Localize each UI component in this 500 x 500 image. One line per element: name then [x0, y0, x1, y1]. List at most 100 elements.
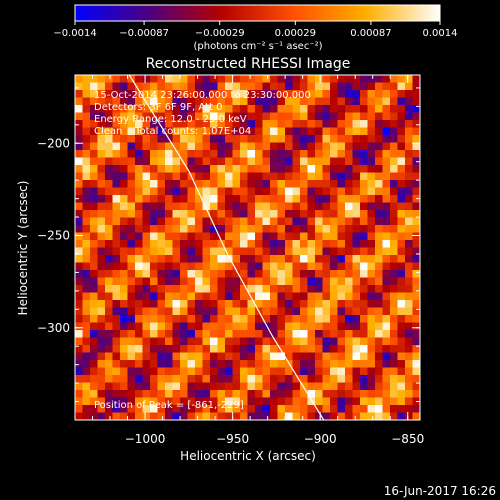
- heatmap-cell: [165, 75, 173, 83]
- heatmap-cell: [270, 180, 278, 188]
- heatmap-cell: [262, 375, 271, 383]
- heatmap-cell: [345, 157, 353, 166]
- heatmap-cell: [120, 75, 128, 83]
- heatmap-cell: [382, 75, 391, 83]
- heatmap-cell: [127, 352, 136, 361]
- heatmap-cell: [157, 315, 166, 323]
- heatmap-cell: [292, 202, 301, 211]
- heatmap-cell: [345, 82, 353, 91]
- heatmap-cell: [315, 90, 323, 98]
- heatmap-cell: [120, 232, 128, 241]
- heatmap-cell: [202, 112, 211, 121]
- heatmap-cell: [210, 352, 218, 361]
- heatmap-cell: [112, 82, 121, 91]
- heatmap-cell: [412, 360, 420, 368]
- heatmap-cell: [255, 405, 263, 413]
- heatmap-cell: [307, 225, 316, 233]
- heatmap-cell: [135, 150, 143, 158]
- heatmap-cell: [105, 180, 113, 188]
- heatmap-cell: [105, 82, 113, 91]
- heatmap-cell: [397, 390, 406, 398]
- heatmap-cell: [82, 165, 91, 173]
- heatmap-cell: [105, 262, 113, 271]
- heatmap-cell: [202, 142, 211, 151]
- heatmap-cell: [120, 330, 128, 338]
- heatmap-cell: [262, 82, 271, 91]
- heatmap-cell: [157, 187, 166, 196]
- heatmap-cell: [150, 285, 158, 293]
- heatmap-cell: [300, 277, 308, 286]
- heatmap-cell: [262, 360, 271, 368]
- heatmap-cell: [120, 375, 128, 383]
- heatmap-cell: [142, 367, 151, 376]
- heatmap-cell: [112, 75, 121, 83]
- heatmap-cell: [345, 277, 353, 286]
- heatmap-cell: [285, 405, 293, 413]
- heatmap-cell: [412, 112, 420, 121]
- heatmap-cell: [150, 82, 158, 91]
- heatmap-cell: [412, 315, 420, 323]
- heatmap-cell: [330, 277, 338, 286]
- heatmap-cell: [225, 412, 233, 420]
- heatmap-cell: [90, 382, 98, 391]
- heatmap-cell: [82, 217, 91, 226]
- heatmap-cell: [187, 405, 196, 413]
- heatmap-cell: [105, 142, 113, 151]
- heatmap-cell: [97, 397, 106, 406]
- heatmap-cell: [112, 240, 121, 248]
- heatmap-cell: [240, 142, 248, 151]
- heatmap-cell: [405, 120, 413, 128]
- heatmap-cell: [397, 360, 406, 368]
- heatmap-cell: [150, 187, 158, 196]
- heatmap-cell: [322, 345, 331, 353]
- heatmap-cell: [165, 375, 173, 383]
- heatmap-cell: [367, 97, 376, 106]
- heatmap-cell: [142, 75, 151, 83]
- heatmap-cell: [217, 142, 226, 151]
- heatmap-cell: [195, 120, 203, 128]
- heatmap-cell: [187, 120, 196, 128]
- heatmap-cell: [292, 75, 301, 83]
- heatmap-cell: [82, 150, 91, 158]
- heatmap-cell: [412, 285, 420, 293]
- heatmap-cell: [75, 390, 83, 398]
- heatmap-cell: [390, 285, 398, 293]
- heatmap-cell: [247, 322, 256, 331]
- heatmap-cell: [262, 120, 271, 128]
- heatmap-cell: [142, 142, 151, 151]
- heatmap-cell: [307, 75, 316, 83]
- heatmap-cell: [165, 277, 173, 286]
- heatmap-cell: [187, 157, 196, 166]
- heatmap-cell: [307, 382, 316, 391]
- heatmap-cell: [97, 97, 106, 106]
- heatmap-cell: [337, 75, 346, 83]
- heatmap-cell: [382, 135, 391, 143]
- heatmap-cell: [300, 375, 308, 383]
- heatmap-cell: [157, 397, 166, 406]
- heatmap-cell: [195, 375, 203, 383]
- heatmap-cell: [397, 105, 406, 113]
- heatmap-cell: [345, 97, 353, 106]
- heatmap-cell: [390, 307, 398, 316]
- heatmap-cell: [112, 187, 121, 196]
- heatmap-cell: [262, 255, 271, 263]
- heatmap-cell: [352, 90, 361, 98]
- heatmap-cell: [382, 112, 391, 121]
- heatmap-cell: [225, 390, 233, 398]
- heatmap-cell: [247, 210, 256, 218]
- heatmap-cell: [315, 217, 323, 226]
- heatmap-cell: [97, 277, 106, 286]
- heatmap-cell: [330, 142, 338, 151]
- heatmap-cell: [150, 367, 158, 376]
- heatmap-cell: [390, 217, 398, 226]
- heatmap-cell: [172, 172, 181, 181]
- heatmap-cell: [105, 405, 113, 413]
- heatmap-cell: [135, 315, 143, 323]
- heatmap-cell: [277, 397, 286, 406]
- heatmap-cell: [120, 210, 128, 218]
- heatmap-cell: [157, 172, 166, 181]
- heatmap-cell: [360, 210, 368, 218]
- heatmap-cell: [330, 217, 338, 226]
- heatmap-cell: [135, 90, 143, 98]
- heatmap-cell: [225, 142, 233, 151]
